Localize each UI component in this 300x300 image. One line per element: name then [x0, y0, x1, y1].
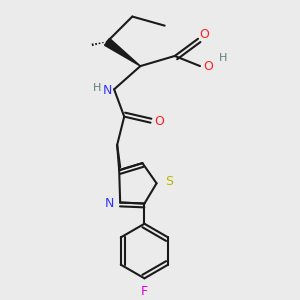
Polygon shape: [104, 38, 140, 66]
Text: N: N: [104, 197, 114, 210]
Text: H: H: [93, 83, 101, 93]
Text: O: O: [155, 115, 164, 128]
Text: N: N: [103, 84, 112, 97]
Text: H: H: [219, 53, 227, 63]
Text: S: S: [165, 175, 173, 188]
Text: F: F: [141, 285, 148, 298]
Text: O: O: [203, 60, 213, 73]
Text: O: O: [199, 28, 209, 41]
